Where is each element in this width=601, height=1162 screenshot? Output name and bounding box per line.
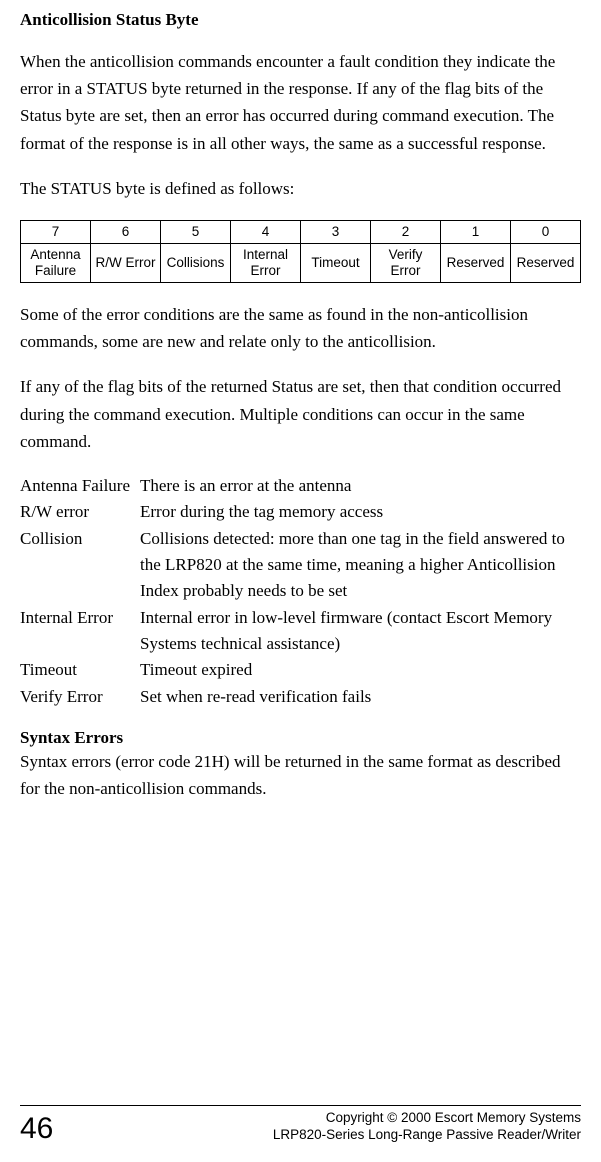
- definition-term: Antenna Failure: [20, 473, 140, 499]
- definition-row: Timeout Timeout expired: [20, 657, 581, 683]
- page-number: 46: [20, 1114, 53, 1144]
- syntax-errors-heading: Syntax Errors: [20, 728, 581, 748]
- definition-desc: Set when re-read verification fails: [140, 684, 581, 710]
- definition-desc: Error during the tag memory access: [140, 499, 581, 525]
- definition-term: Timeout: [20, 657, 140, 683]
- product-line: LRP820-Series Long-Range Passive Reader/…: [273, 1127, 581, 1144]
- footer-divider: [20, 1105, 581, 1106]
- table-row: Antenna Failure R/W Error Collisions Int…: [21, 243, 581, 282]
- definition-desc: Internal error in low-level firmware (co…: [140, 605, 581, 658]
- definition-desc: Collisions detected: more than one tag i…: [140, 526, 581, 605]
- bit-label: Timeout: [301, 243, 371, 282]
- footer-text: Copyright © 2000 Escort Memory Systems L…: [273, 1110, 581, 1144]
- bit-header: 7: [21, 220, 91, 243]
- intro-paragraph: When the anticollision commands encounte…: [20, 48, 581, 157]
- definition-row: Collision Collisions detected: more than…: [20, 526, 581, 605]
- bit-header: 2: [371, 220, 441, 243]
- status-byte-table: 7 6 5 4 3 2 1 0 Antenna Failure R/W Erro…: [20, 220, 581, 283]
- table-row: 7 6 5 4 3 2 1 0: [21, 220, 581, 243]
- bit-label: Internal Error: [231, 243, 301, 282]
- definition-row: Internal Error Internal error in low-lev…: [20, 605, 581, 658]
- bit-label: Reserved: [511, 243, 581, 282]
- bit-header: 3: [301, 220, 371, 243]
- definition-term: R/W error: [20, 499, 140, 525]
- bit-label: R/W Error: [91, 243, 161, 282]
- definition-row: Verify Error Set when re-read verificati…: [20, 684, 581, 710]
- definition-term: Verify Error: [20, 684, 140, 710]
- bit-label: Verify Error: [371, 243, 441, 282]
- bit-header: 0: [511, 220, 581, 243]
- bit-header: 4: [231, 220, 301, 243]
- page: Anticollision Status Byte When the antic…: [0, 0, 601, 1162]
- bit-label: Collisions: [161, 243, 231, 282]
- definition-row: R/W error Error during the tag memory ac…: [20, 499, 581, 525]
- copyright-line: Copyright © 2000 Escort Memory Systems: [273, 1110, 581, 1127]
- body-paragraph: If any of the flag bits of the returned …: [20, 373, 581, 455]
- definition-term: Collision: [20, 526, 140, 605]
- table-intro: The STATUS byte is defined as follows:: [20, 175, 581, 202]
- definition-desc: Timeout expired: [140, 657, 581, 683]
- bit-header: 6: [91, 220, 161, 243]
- section-heading: Anticollision Status Byte: [20, 10, 581, 30]
- definitions-list: Antenna Failure There is an error at the…: [20, 473, 581, 710]
- footer-row: 46 Copyright © 2000 Escort Memory System…: [20, 1110, 581, 1144]
- definition-term: Internal Error: [20, 605, 140, 658]
- page-footer: 46 Copyright © 2000 Escort Memory System…: [20, 1105, 581, 1144]
- definition-row: Antenna Failure There is an error at the…: [20, 473, 581, 499]
- bit-label: Antenna Failure: [21, 243, 91, 282]
- bit-header: 5: [161, 220, 231, 243]
- bit-label: Reserved: [441, 243, 511, 282]
- bit-header: 1: [441, 220, 511, 243]
- syntax-errors-paragraph: Syntax errors (error code 21H) will be r…: [20, 748, 581, 802]
- definition-desc: There is an error at the antenna: [140, 473, 581, 499]
- body-paragraph: Some of the error conditions are the sam…: [20, 301, 581, 355]
